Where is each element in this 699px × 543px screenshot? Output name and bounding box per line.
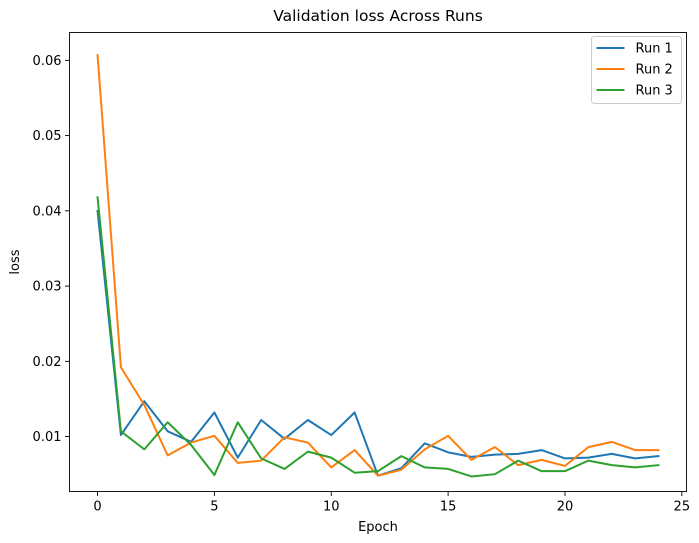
- x-axis-label: Epoch: [358, 520, 398, 535]
- y-axis-label: loss: [8, 249, 23, 274]
- x-axis: 0 5 10 15 20 25: [93, 491, 691, 515]
- x-tick-label: 20: [557, 500, 574, 515]
- legend-box: [591, 36, 682, 104]
- y-axis: 0.01 0.02 0.03 0.04 0.05 0.06: [33, 54, 70, 445]
- legend-label: Run 2: [636, 63, 673, 78]
- y-tick-label: 0.02: [33, 355, 62, 370]
- y-tick-label: 0.03: [33, 280, 62, 295]
- x-tick-label: 10: [323, 500, 340, 515]
- plot-area: [69, 32, 687, 492]
- legend-label: Run 3: [636, 84, 673, 99]
- y-tick-label: 0.05: [33, 129, 62, 144]
- y-tick-label: 0.01: [33, 430, 62, 445]
- x-tick-label: 25: [674, 500, 691, 515]
- plot-frame: [69, 32, 687, 492]
- y-tick-label: 0.06: [33, 54, 62, 69]
- y-tick-label: 0.04: [33, 204, 62, 219]
- legend-label: Run 1: [636, 42, 673, 57]
- x-tick-label: 15: [440, 500, 457, 515]
- series-lines: [96, 53, 660, 478]
- legend: Run 1 Run 2 Run 3: [591, 36, 682, 104]
- chart-title: Validation loss Across Runs: [273, 7, 483, 25]
- x-tick-label: 5: [210, 500, 218, 515]
- x-tick-label: 0: [93, 500, 101, 515]
